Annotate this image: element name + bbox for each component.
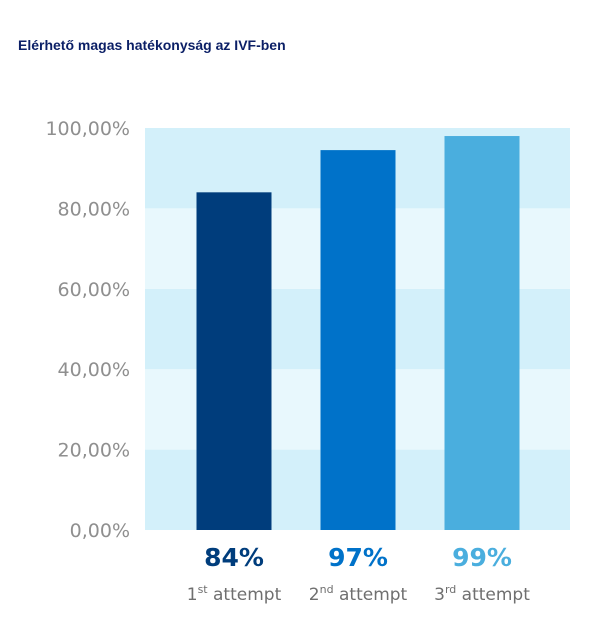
category-label: 3rd attempt bbox=[434, 583, 530, 605]
chart-title-text: Elérhető magas hatékonyság az IVF-ben bbox=[18, 37, 286, 53]
category-label: 1st attempt bbox=[187, 583, 282, 605]
category-label: 2nd attempt bbox=[309, 583, 408, 605]
y-tick-label: 80,00% bbox=[58, 198, 130, 220]
y-axis-ticks: 0,00% 20,00% 40,00% 60,00% 80,00% 100,00% bbox=[45, 118, 130, 542]
value-label: 84% bbox=[204, 543, 264, 572]
bar bbox=[196, 192, 272, 530]
category-labels: 1st attempt 2nd attempt 3rd attempt bbox=[187, 583, 530, 605]
value-labels: 84% 97% 99% bbox=[204, 543, 512, 572]
y-tick-label: 0,00% bbox=[70, 520, 130, 542]
y-tick-label: 40,00% bbox=[58, 359, 130, 381]
chart-title: Elérhető magas hatékonyság az IVF-ben bbox=[18, 37, 286, 53]
bars bbox=[196, 136, 520, 531]
value-label: 97% bbox=[328, 543, 388, 572]
bar bbox=[444, 136, 520, 531]
y-tick-label: 100,00% bbox=[45, 118, 130, 140]
value-label: 99% bbox=[452, 543, 512, 572]
y-tick-label: 20,00% bbox=[58, 440, 130, 462]
bar bbox=[320, 150, 396, 531]
y-tick-label: 60,00% bbox=[58, 279, 130, 301]
